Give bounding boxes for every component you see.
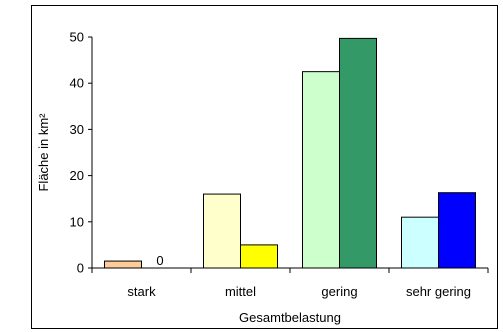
y-axis-title: Fläche in km² [36,113,51,192]
y-tick-label: 20 [70,168,84,183]
plot-area: 0 10 20 30 40 50 stark mittel gering sehr gering 0 [70,30,489,299]
y-tick-label: 0 [77,261,84,276]
data-label: 0 [156,253,163,268]
bar [104,260,142,269]
x-tick-label: stark [127,284,156,299]
x-tick-label: gering [321,284,357,299]
bar [240,244,278,269]
bar [438,192,476,269]
bar [339,37,377,269]
bar [203,193,241,269]
y-tick-label: 10 [70,214,84,229]
x-axis-title: Gesamtbelastung [239,310,341,325]
chart-frame [31,5,498,329]
y-tick-label: 50 [70,30,84,45]
bar [302,71,340,269]
bar [401,216,439,269]
x-tick-label: sehr gering [406,284,471,299]
x-tick-label: mittel [225,284,256,299]
y-tick-label: 40 [70,76,84,91]
y-tick-label: 30 [70,122,84,137]
